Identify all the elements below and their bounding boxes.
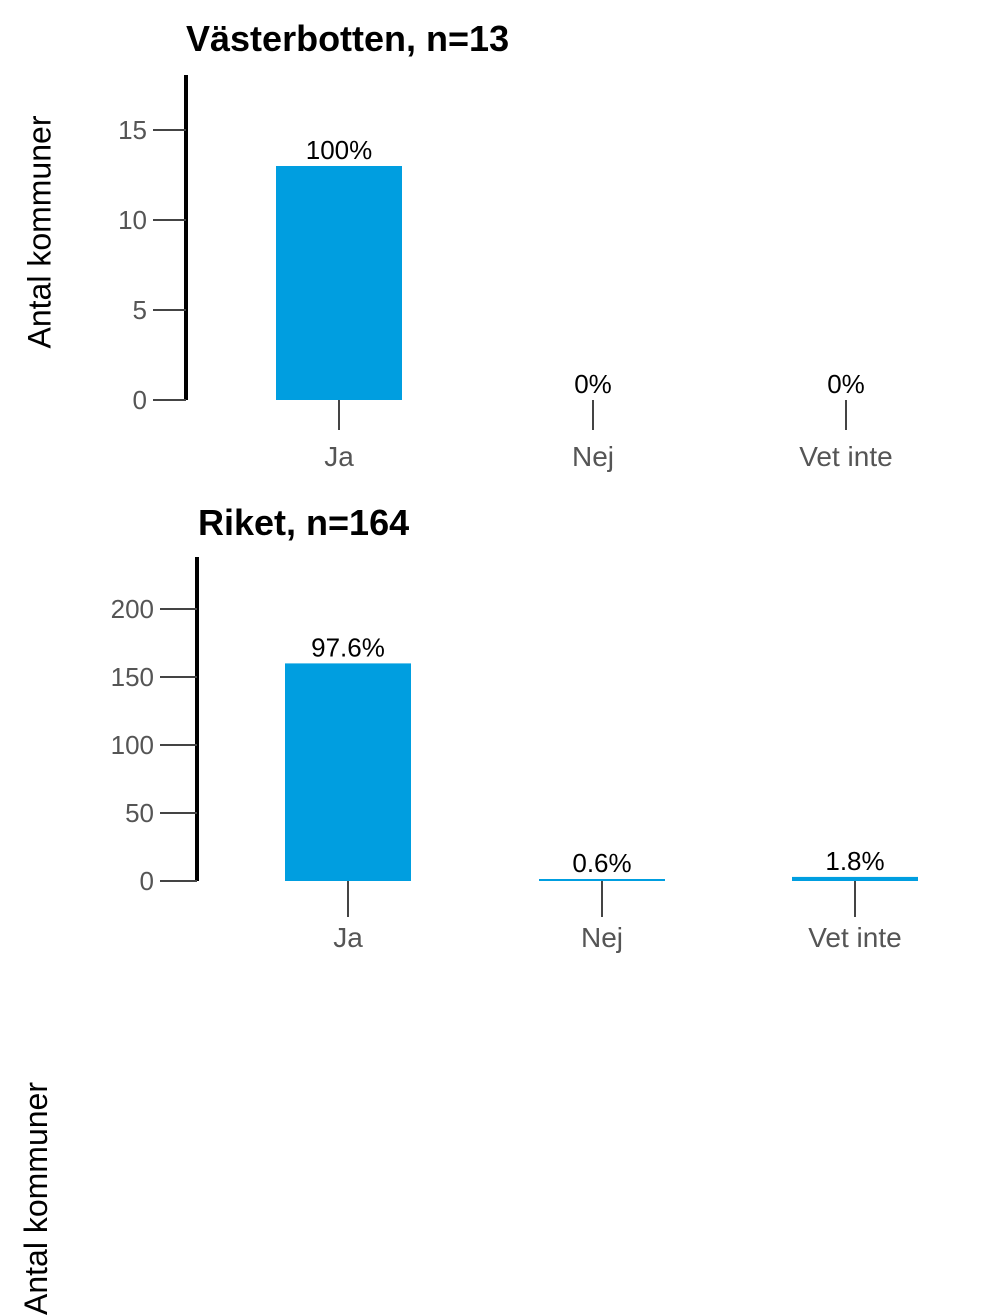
y-tick-label: 15 [118,115,147,145]
data-label: 1.8% [825,846,884,876]
y-axis-label: Antal kommuner [18,1082,55,1315]
y-tick-label: 5 [133,295,147,325]
x-tick-label: Ja [333,922,363,953]
data-label: 100% [306,135,373,165]
x-tick-label: Nej [581,922,623,953]
y-tick-label: 100 [111,730,154,760]
chart-panel-riket: Riket, n=164 Antal kommuner 0 50 100 150 200… [0,480,998,968]
x-tick-label: Nej [572,441,614,472]
data-label: 97.6% [311,632,385,662]
bar-ja [285,663,411,881]
bar-nej [539,879,665,881]
y-tick-label: 150 [111,662,154,692]
y-tick-label: 0 [133,385,147,415]
bar-chart-plot: 0 5 10 15 100% Ja 0% Nej 0% Vet inte [0,0,998,480]
data-label: 0.6% [572,848,631,878]
data-label: 0% [574,369,612,399]
chart-panel-vasterbotten: Västerbotten, n=13 Antal kommuner 0 5 10 15… [0,0,998,480]
y-tick-label: 10 [118,205,147,235]
x-tick-label: Vet inte [808,922,901,953]
y-tick-label: 200 [111,594,154,624]
bar-chart-plot: 0 50 100 150 200 97.6% Ja 0.6% Nej 1.8% Vet inte [0,480,998,968]
data-label: 0% [827,369,865,399]
y-tick-label: 50 [125,798,154,828]
y-tick-label: 0 [140,866,154,896]
x-tick-label: Vet inte [799,441,892,472]
x-tick-label: Ja [324,441,354,472]
bar-vet-inte [792,877,918,881]
bar-ja [276,166,402,400]
